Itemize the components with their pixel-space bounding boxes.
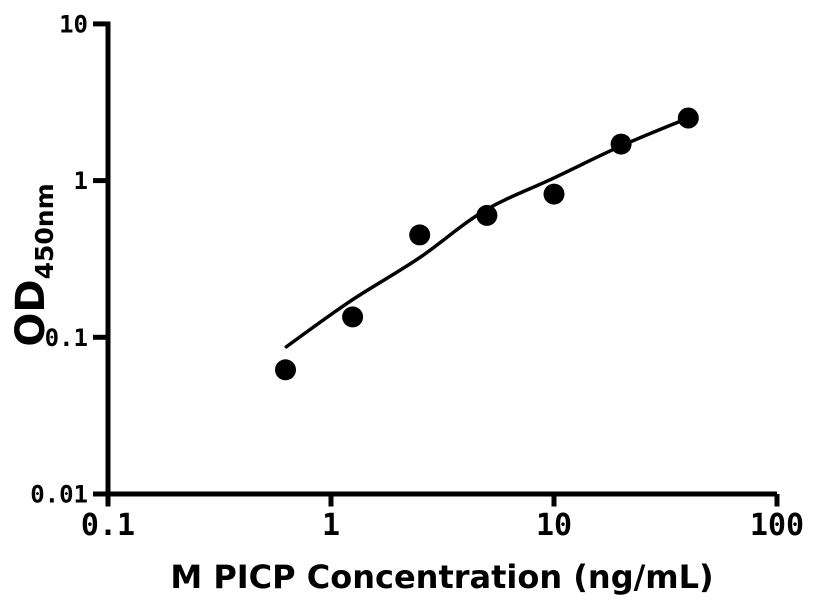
y-axis-ticks xyxy=(93,21,106,497)
y-tick-label: 0.1 xyxy=(45,324,88,352)
y-tick-label: 1 xyxy=(74,167,88,195)
x-tick-label: 10 xyxy=(536,508,572,543)
y-tick-label: 10 xyxy=(59,10,88,38)
y-axis-title-main: OD xyxy=(8,279,54,346)
y-axis-title: OD450nm xyxy=(8,183,59,346)
data-point xyxy=(409,224,431,246)
data-point xyxy=(610,133,632,155)
x-axis-ticks xyxy=(105,494,780,507)
data-point xyxy=(476,204,498,226)
x-axis-title: M PICP Concentration (ng/mL) xyxy=(170,558,713,596)
y-axis-title-subscript: 450nm xyxy=(30,183,59,279)
y-tick-label: 0.01 xyxy=(30,481,88,509)
data-point-layer xyxy=(275,107,699,381)
x-tick-label: 1 xyxy=(322,508,340,543)
y-axis-tick-labels: 0.01 0.1 1 10 xyxy=(30,10,88,508)
x-tick-label: 100 xyxy=(750,508,804,543)
x-tick-label: 0.1 xyxy=(81,508,135,543)
x-axis-tick-labels: 0.1 1 10 100 xyxy=(81,508,804,543)
data-point xyxy=(677,107,699,129)
data-point xyxy=(543,183,565,205)
data-point xyxy=(275,359,296,381)
data-point xyxy=(342,306,364,328)
